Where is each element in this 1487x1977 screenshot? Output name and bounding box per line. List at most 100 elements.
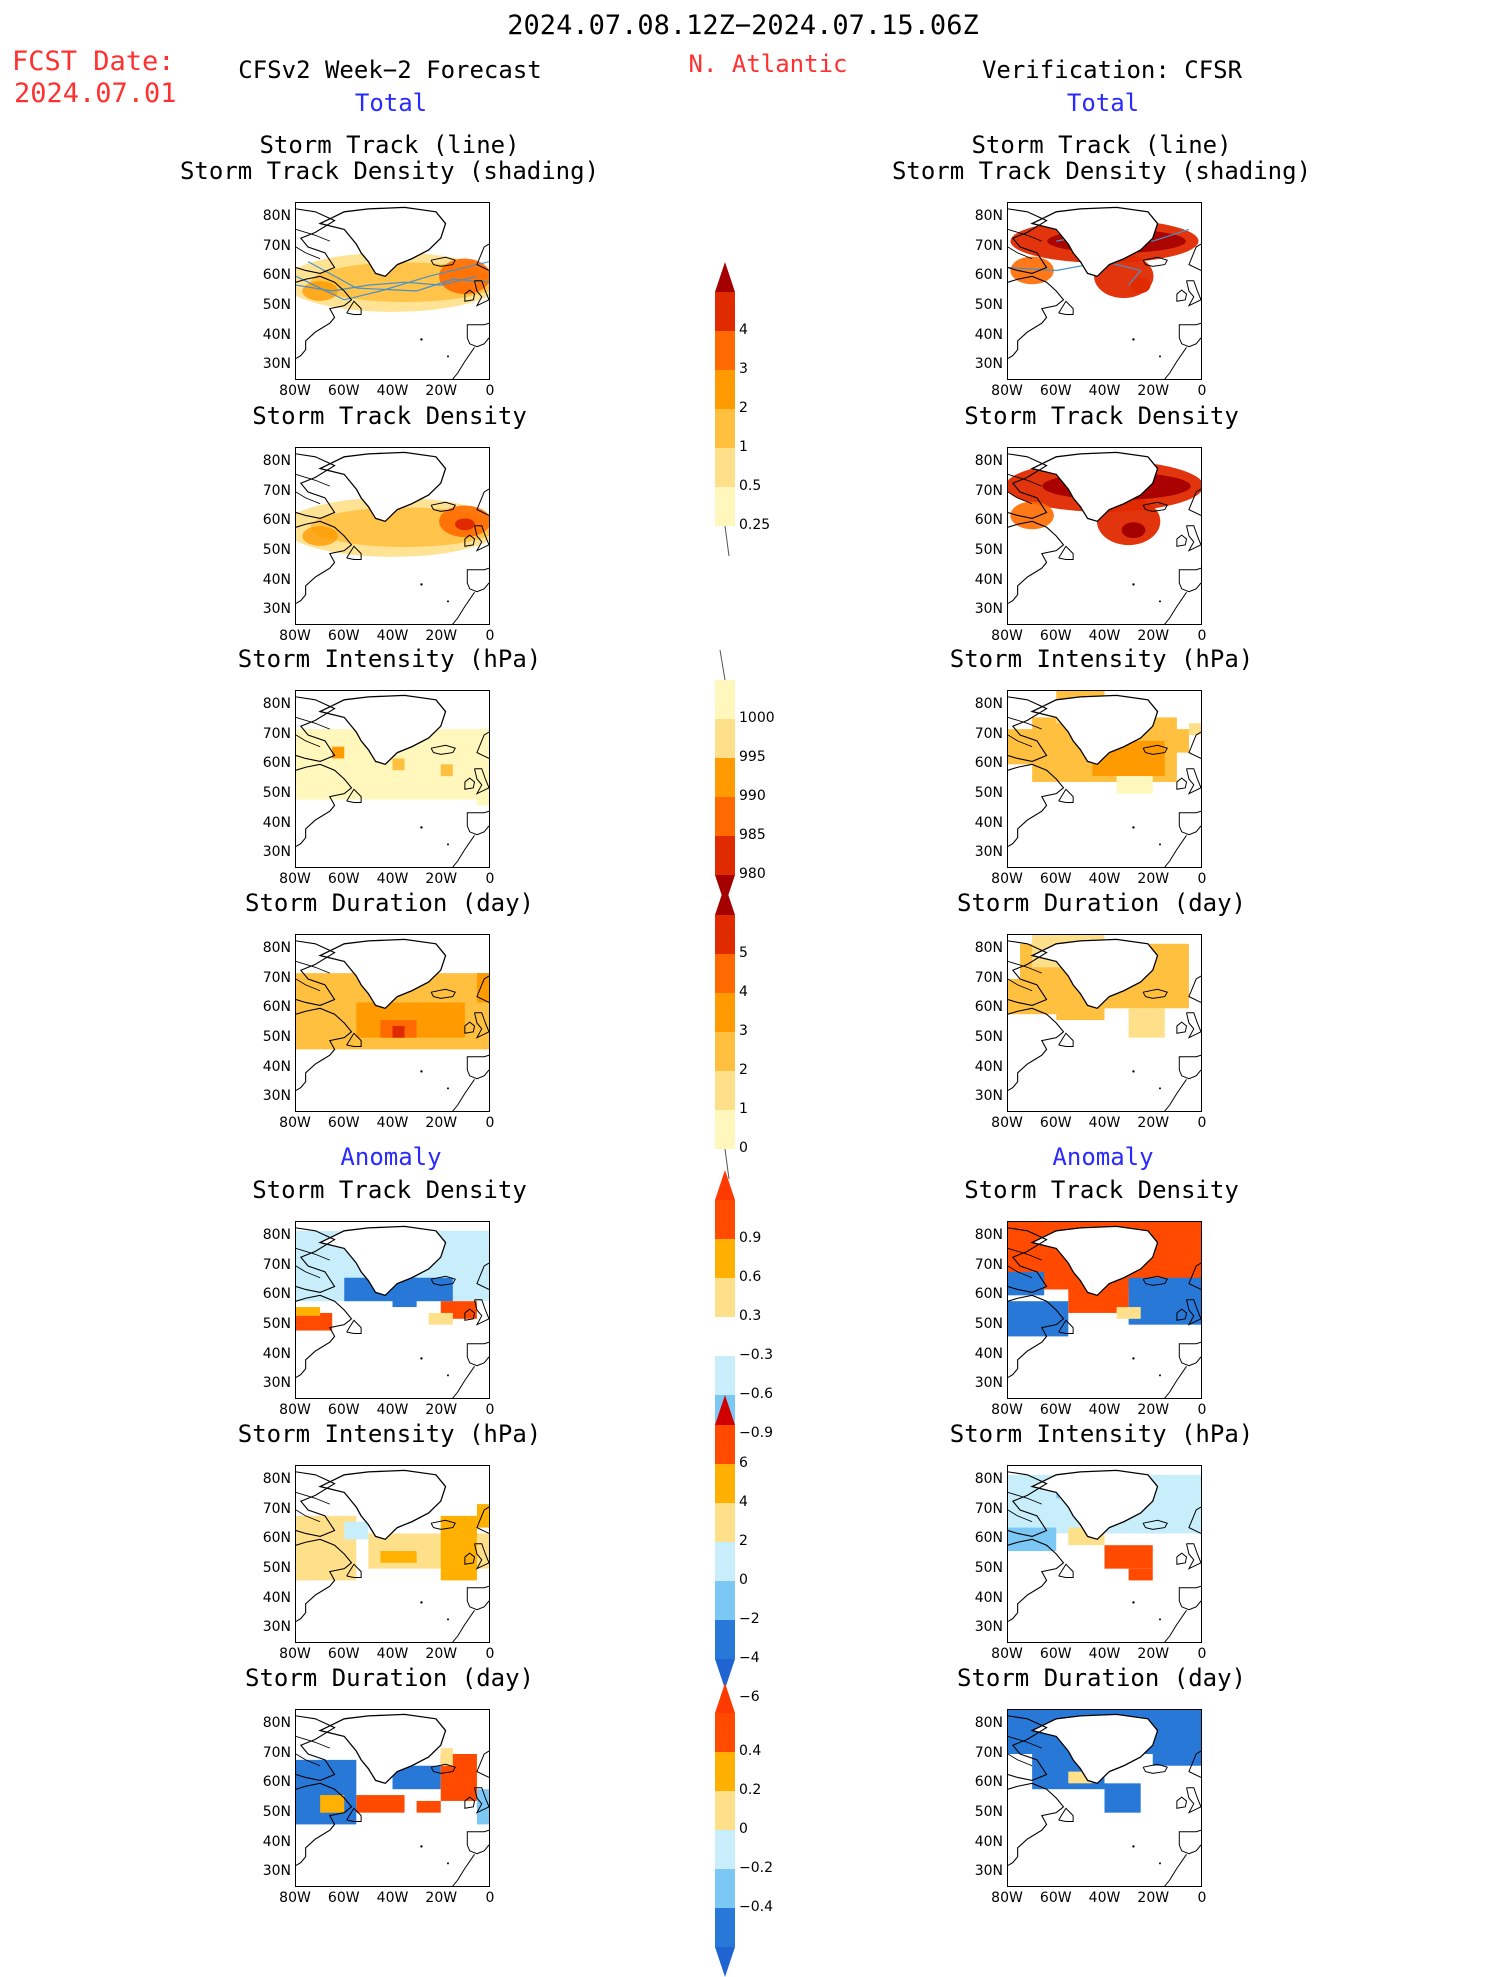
- lon-tick-label: 20W: [425, 383, 458, 399]
- lat-tick-label: 30N: [974, 356, 1003, 373]
- forecast-title: CFSv2 Week−2 Forecast: [238, 56, 542, 84]
- lon-tick-label: 40W: [376, 1115, 409, 1131]
- panel-title-r3-c0-0: Storm Duration (day): [245, 889, 534, 917]
- map-field: [296, 938, 489, 1111]
- lon-tick-label: 20W: [1137, 1646, 1170, 1662]
- lon-tick-label: 80W: [991, 871, 1023, 887]
- colorbar-tick-label: 2: [739, 1533, 748, 1549]
- lat-tick-label: 80N: [262, 1470, 291, 1487]
- map-field: [1008, 1222, 1201, 1398]
- lat-tick-label: 70N: [974, 725, 1003, 742]
- panel-title-r4-c0-0: Storm Track Density: [252, 1176, 527, 1204]
- lon-tick-label: 80W: [991, 1646, 1023, 1662]
- lat-tick-label: 40N: [974, 1058, 1003, 1075]
- lat-tick-label: 40N: [974, 1833, 1003, 1850]
- lat-tick-label: 30N: [974, 601, 1003, 618]
- lat-tick-label: 60N: [262, 1286, 291, 1303]
- lon-tick-label: 40W: [1088, 1646, 1121, 1662]
- lon-tick-label: 0: [485, 871, 495, 887]
- lon-tick-label: 20W: [1137, 1890, 1170, 1906]
- colorbar-tick-label: 2: [739, 1062, 748, 1078]
- lon-tick-label: 80W: [991, 628, 1023, 644]
- colorbar-tick-label: 1000: [739, 710, 775, 726]
- lon-tick-label: 80W: [279, 1402, 311, 1418]
- lat-tick-label: 60N: [262, 267, 291, 284]
- lat-tick-label: 50N: [974, 541, 1003, 558]
- map-field: [296, 1469, 489, 1642]
- lat-tick-label: 80N: [262, 1226, 291, 1243]
- lat-tick-label: 40N: [262, 1833, 291, 1850]
- lon-tick-label: 60W: [1039, 1646, 1072, 1662]
- lat-tick-label: 30N: [262, 844, 291, 861]
- lon-tick-label: 80W: [991, 383, 1023, 399]
- panel-title-r0-c0-0: Storm Track (line): [259, 131, 520, 159]
- lon-tick-label: 80W: [279, 628, 311, 644]
- colorbar-tick-label: −0.6: [739, 1386, 773, 1402]
- lon-tick-label: 80W: [279, 1890, 311, 1906]
- lon-tick-label: 40W: [376, 1402, 409, 1418]
- lat-tick-label: 80N: [974, 695, 1003, 712]
- panel-title-r1-c0-0: Storm Track Density: [252, 402, 527, 430]
- lon-tick-label: 0: [1197, 1646, 1207, 1662]
- lat-tick-label: 70N: [974, 1500, 1003, 1517]
- total-label-left: Total: [354, 89, 428, 117]
- lon-tick-label: 20W: [1137, 628, 1170, 644]
- lon-tick-label: 60W: [1039, 628, 1072, 644]
- lat-tick-label: 60N: [262, 1530, 291, 1547]
- lon-tick-label: 60W: [1039, 383, 1072, 399]
- lon-tick-label: 60W: [1039, 1890, 1072, 1906]
- colorbar-tick-label: 0.4: [739, 1743, 762, 1759]
- lon-tick-label: 0: [485, 1115, 495, 1131]
- lon-tick-label: 40W: [376, 871, 409, 887]
- lat-tick-label: 80N: [262, 207, 291, 224]
- total-label-right: Total: [1066, 89, 1140, 117]
- lat-tick-label: 60N: [262, 999, 291, 1016]
- lat-tick-label: 40N: [262, 1058, 291, 1075]
- lat-tick-label: 30N: [974, 1375, 1003, 1392]
- lon-tick-label: 80W: [991, 1115, 1023, 1131]
- lat-tick-label: 80N: [262, 452, 291, 469]
- colorbar-tick-label: 0: [739, 1140, 748, 1156]
- colorbar-tick-label: 0.2: [739, 1782, 762, 1798]
- lat-tick-label: 80N: [974, 1226, 1003, 1243]
- lat-tick-label: 50N: [262, 1028, 291, 1045]
- panel-title-r6-c0-0: Storm Duration (day): [245, 1664, 534, 1692]
- lat-tick-label: 70N: [262, 969, 291, 986]
- lat-tick-label: 30N: [974, 1863, 1003, 1880]
- colorbar-tick-label: 3: [739, 361, 748, 377]
- colorbar-tick-label: −0.3: [739, 1347, 773, 1363]
- lat-tick-label: 60N: [974, 1286, 1003, 1303]
- lon-tick-label: 40W: [1088, 871, 1121, 887]
- map-field: [1008, 1469, 1201, 1642]
- lon-tick-label: 20W: [425, 871, 458, 887]
- lon-tick-label: 0: [485, 383, 495, 399]
- lat-tick-label: 50N: [262, 1559, 291, 1576]
- lat-tick-label: 80N: [974, 1714, 1003, 1731]
- lon-tick-label: 40W: [1088, 1115, 1121, 1131]
- lon-tick-label: 40W: [1088, 628, 1121, 644]
- colorbar-tick-label: −0.2: [739, 1860, 773, 1876]
- lon-tick-label: 60W: [327, 1646, 360, 1662]
- map-panel-r0-c0: [295, 202, 490, 380]
- colorbar-tick-label: 985: [739, 827, 766, 843]
- lon-tick-label: 20W: [425, 1646, 458, 1662]
- verification-title: Verification: CFSR: [981, 56, 1243, 84]
- lon-tick-label: 0: [1197, 383, 1207, 399]
- map-field: [1008, 451, 1201, 624]
- map-panel-r1-c0: [295, 447, 490, 625]
- lat-tick-label: 60N: [974, 999, 1003, 1016]
- panel-title-r5-c0-0: Storm Intensity (hPa): [237, 1420, 542, 1448]
- panel-title-r2-c1-0: Storm Intensity (hPa): [949, 645, 1254, 673]
- map-field: [296, 1713, 489, 1886]
- colorbar-tick-label: −0.9: [739, 1425, 773, 1441]
- panel-title-r0-c0-1: Storm Track Density (shading): [179, 157, 600, 185]
- lat-tick-label: 50N: [262, 541, 291, 558]
- colorbar-tick-label: 0.3: [739, 1308, 762, 1324]
- lat-tick-label: 80N: [974, 452, 1003, 469]
- region-label: N. Atlantic: [688, 50, 848, 78]
- colorbar-tick-label: 1: [739, 439, 748, 455]
- lon-tick-label: 60W: [1039, 871, 1072, 887]
- lat-tick-label: 40N: [974, 1345, 1003, 1362]
- lon-tick-label: 80W: [279, 1646, 311, 1662]
- map-panel-r5-c1: [1007, 1465, 1202, 1643]
